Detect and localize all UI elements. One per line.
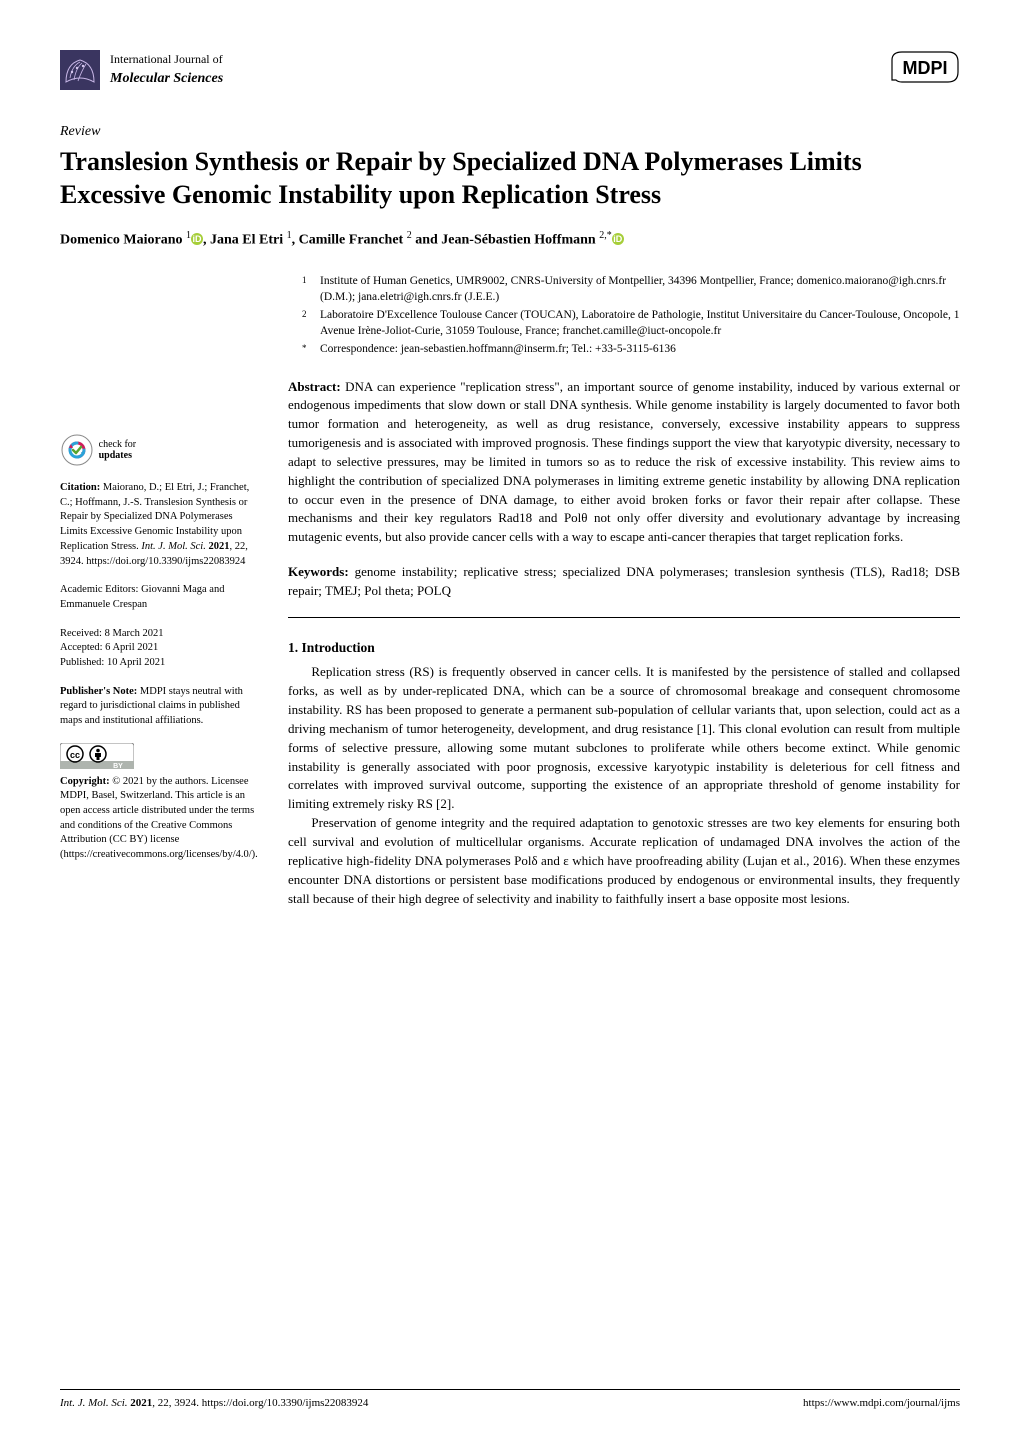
svg-text:cc: cc: [70, 750, 80, 760]
citation-block: Citation: Maiorano, D.; El Etri, J.; Fra…: [60, 481, 260, 569]
citation-journal: Int. J. Mol. Sci.: [141, 541, 205, 552]
received-date: Received: 8 March 2021: [60, 627, 260, 642]
author-4-sup: 2,*: [599, 230, 612, 241]
abstract-text: DNA can experience "replication stress",…: [288, 379, 960, 545]
publisher-logo: MDPI: [890, 50, 960, 92]
page: International Journal of Molecular Scien…: [0, 0, 1020, 1442]
abstract: Abstract: DNA can experience "replicatio…: [288, 378, 960, 548]
journal-name: International Journal of Molecular Scien…: [110, 51, 223, 89]
section-1-para-1: Replication stress (RS) is frequently ob…: [288, 663, 960, 814]
page-footer: Int. J. Mol. Sci. 2021, 22, 3924. https:…: [60, 1389, 960, 1412]
affiliation-1-text: Institute of Human Genetics, UMR9002, CN…: [320, 273, 960, 305]
publisher-note-block: Publisher's Note: MDPI stays neutral wit…: [60, 685, 260, 729]
published-date: Published: 10 April 2021: [60, 656, 260, 671]
author-3: Camille Franchet: [299, 233, 407, 248]
footer-right[interactable]: https://www.mdpi.com/journal/ijms: [803, 1396, 960, 1412]
affiliation-2: 2 Laboratoire D'Excellence Toulouse Canc…: [302, 307, 960, 339]
journal-name-line2: Molecular Sciences: [110, 69, 223, 89]
svg-text:BY: BY: [113, 763, 123, 769]
affiliation-1: 1 Institute of Human Genetics, UMR9002, …: [302, 273, 960, 305]
main-columns: check for updates Citation: Maiorano, D.…: [60, 273, 960, 908]
sep: ,: [203, 233, 210, 248]
affiliation-2-text: Laboratoire D'Excellence Toulouse Cancer…: [320, 307, 960, 339]
citation-label: Citation:: [60, 482, 100, 493]
check-updates-icon: [60, 433, 94, 467]
footer-left: Int. J. Mol. Sci. 2021, 22, 3924. https:…: [60, 1396, 368, 1412]
mdpi-logo-icon: MDPI: [890, 50, 960, 86]
correspondence-text: Correspondence: jean-sebastien.hoffmann@…: [320, 341, 676, 357]
p1-text-c: ].: [447, 796, 455, 811]
affiliation-2-num: 2: [302, 307, 312, 339]
content-column: 1 Institute of Human Genetics, UMR9002, …: [288, 273, 960, 908]
cc-by-icon: cc BY: [60, 743, 134, 769]
divider: [288, 617, 960, 618]
section-1-heading: 1. Introduction: [288, 638, 960, 658]
copyright-label: Copyright:: [60, 776, 110, 787]
author-1: Domenico Maiorano: [60, 233, 186, 248]
author-2: Jana El Etri: [210, 233, 287, 248]
section-1-para-2: Preservation of genome integrity and the…: [288, 814, 960, 908]
article-type: Review: [60, 122, 960, 142]
keywords: Keywords: genome instability; replicativ…: [288, 563, 960, 601]
cc-by-badge[interactable]: cc BY: [60, 743, 260, 769]
orcid-icon[interactable]: iD: [191, 233, 203, 245]
check-updates-text: check for updates: [99, 439, 136, 461]
svg-text:MDPI: MDPI: [903, 58, 948, 78]
footer-url: https://www.mdpi.com/journal/ijms: [803, 1397, 960, 1409]
keywords-text: genome instability; replicative stress; …: [288, 564, 960, 598]
authors-line: Domenico Maiorano 1iD, Jana El Etri 1, C…: [60, 229, 960, 251]
copyright-text: © 2021 by the authors. Licensee MDPI, Ba…: [60, 776, 258, 860]
affiliation-1-num: 1: [302, 273, 312, 305]
correspondence-symbol: *: [302, 341, 312, 357]
orcid-icon[interactable]: iD: [612, 233, 624, 245]
copyright-block: Copyright: © 2021 by the authors. Licens…: [60, 775, 260, 863]
dates-block: Received: 8 March 2021 Accepted: 6 April…: [60, 627, 260, 671]
abstract-label: Abstract:: [288, 379, 341, 394]
footer-journal: Int. J. Mol. Sci.: [60, 1397, 130, 1409]
editors-label: Academic Editors:: [60, 584, 141, 595]
article-title: Translesion Synthesis or Repair by Speci…: [60, 146, 960, 211]
check-updates[interactable]: check for updates: [60, 433, 260, 467]
editors-block: Academic Editors: Giovanni Maga and Emma…: [60, 583, 260, 612]
keywords-label: Keywords:: [288, 564, 349, 579]
accepted-date: Accepted: 6 April 2021: [60, 641, 260, 656]
pubnote-label: Publisher's Note:: [60, 686, 137, 697]
footer-year: 2021: [130, 1397, 152, 1409]
citation-year: 2021: [208, 541, 229, 552]
affiliations: 1 Institute of Human Genetics, UMR9002, …: [288, 273, 960, 357]
footer-doi[interactable]: https://doi.org/10.3390/ijms22083924: [202, 1397, 369, 1409]
sep: and: [412, 233, 442, 248]
page-header: International Journal of Molecular Scien…: [60, 50, 960, 92]
footer-vol: , 22, 3924.: [152, 1397, 202, 1409]
journal-block: International Journal of Molecular Scien…: [60, 50, 223, 90]
journal-name-line1: International Journal of: [110, 51, 223, 68]
journal-logo-icon: [60, 50, 100, 90]
correspondence: * Correspondence: jean-sebastien.hoffman…: [302, 341, 960, 357]
sep: ,: [292, 233, 299, 248]
sidebar: check for updates Citation: Maiorano, D.…: [60, 273, 260, 908]
author-4: Jean-Sébastien Hoffmann: [441, 233, 599, 248]
